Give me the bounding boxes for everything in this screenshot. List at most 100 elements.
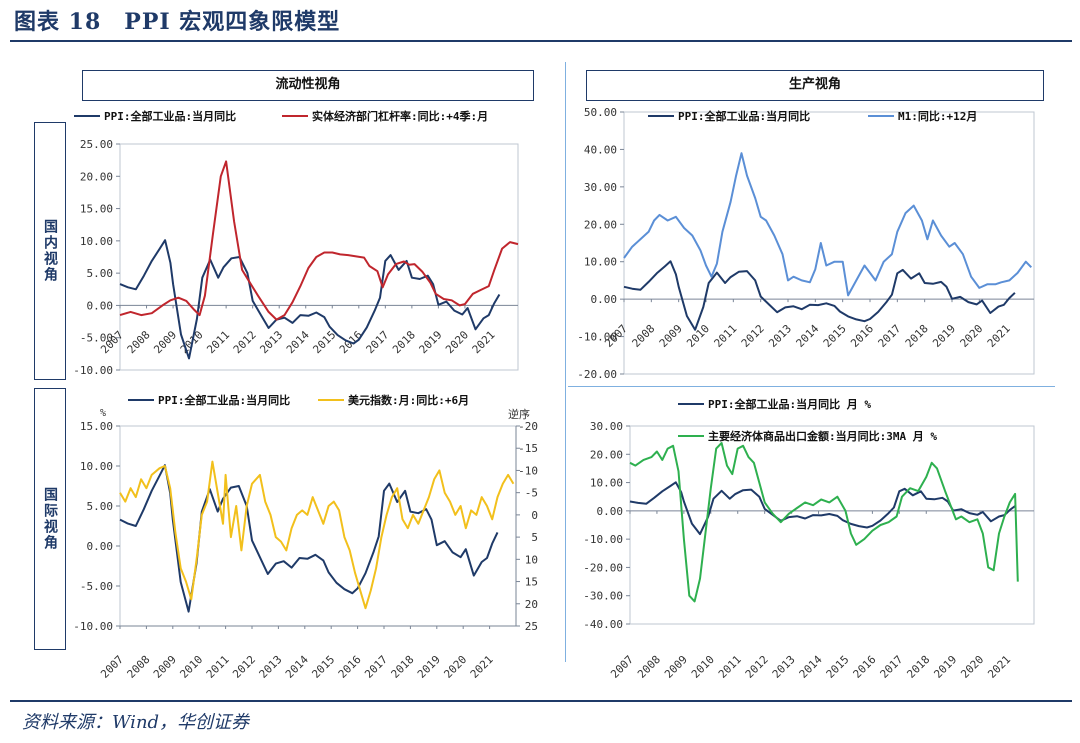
y-tick-right-label: -5	[525, 487, 538, 500]
x-tick-label: 2011	[712, 322, 740, 350]
x-tick-label: 2014	[797, 653, 825, 681]
y-tick-label: 15.00	[80, 420, 113, 433]
x-tick-label: 2011	[204, 328, 232, 356]
x-tick-label: 2012	[231, 328, 259, 356]
series-line-green	[629, 442, 1019, 603]
x-tick-label: 2013	[257, 653, 285, 681]
x-tick-label: 2021	[470, 328, 498, 356]
source-note: 资料来源：Wind，华创证券	[22, 712, 250, 733]
x-tick-label: 2017	[876, 322, 904, 350]
legend-leverage: 实体经济部门杠杆率:同比:+4季:月	[312, 109, 488, 123]
y-tick-label: -5.00	[80, 332, 113, 345]
x-tick-label: 2021	[985, 322, 1013, 350]
row-header-domestic: 国内视角	[34, 122, 66, 380]
chart-international-production: 30.00 20.00 10.00 0.00 -10.00 -20.00 -30.00 -40…	[583, 397, 1035, 681]
x-tick-label: 2007	[608, 653, 636, 681]
left-unit-label: %	[100, 408, 106, 419]
y-tick-label: 5.00	[87, 500, 114, 513]
x-tick-label: 2013	[257, 328, 285, 356]
y-tick-label: 30.00	[584, 181, 617, 194]
top-rule	[10, 40, 1072, 42]
y-tick-label: 0.00	[87, 540, 114, 553]
y-tick-label: -10.00	[583, 533, 623, 546]
y-tick-label: -40.00	[583, 618, 623, 631]
y-tick-label: 0.00	[87, 299, 114, 312]
chart-international-liquidity: 15.00 10.00 5.00 0.00 -5.00 -10.00 -20 -15 -10 -5…	[73, 393, 538, 681]
x-tick-label: 2017	[364, 328, 392, 356]
x-tick-label: 2015	[821, 322, 849, 350]
series-line-ppi	[629, 481, 1016, 536]
plot-area	[119, 143, 519, 371]
x-tick-label: 2016	[336, 653, 364, 681]
x-tick-label: 2014	[284, 328, 312, 356]
x-tick-label: 2012	[743, 653, 771, 681]
x-tick-label: 2007	[602, 322, 630, 350]
quadrant-divider-vertical	[565, 62, 566, 662]
x-tick-label: 2021	[468, 653, 496, 681]
x-tick-label: 2017	[878, 653, 906, 681]
y-tick-label: -10.00	[577, 331, 617, 344]
x-tick-label: 2011	[204, 653, 232, 681]
bottom-rule	[10, 700, 1072, 702]
x-tick-label: 2019	[930, 322, 958, 350]
y-tick-label: -30.00	[583, 590, 623, 603]
y-tick-label: 15.00	[80, 203, 113, 216]
y-tick-label: 20.00	[80, 170, 113, 183]
x-tick-label: 2015	[309, 653, 337, 681]
x-tick-label: 2018	[389, 653, 417, 681]
series-line-ppi	[119, 464, 499, 613]
y-tick-right-label: -10	[518, 464, 538, 477]
legend-ppi: PPI:全部工业品:当月同比 月 %	[708, 397, 871, 411]
figure-title: 图表 18 PPI 宏观四象限模型	[14, 9, 341, 35]
y-tick-right-label: 20	[525, 598, 538, 611]
y-tick-label: 20.00	[584, 218, 617, 231]
x-tick-label: 2009	[657, 322, 685, 350]
y-tick-right-label: 10	[525, 553, 538, 566]
x-tick-label: 2009	[151, 653, 179, 681]
x-tick-label: 2019	[417, 328, 445, 356]
y-tick-label: 10.00	[590, 477, 623, 490]
row-header-international: 国际视角	[34, 388, 66, 650]
y-tick-label: 30.00	[590, 420, 623, 433]
x-tick-label: 2018	[903, 322, 931, 350]
series-line-gold	[119, 460, 515, 610]
row-header-international-label: 国际视角	[42, 487, 58, 551]
y-tick-right-label: -20	[518, 420, 538, 433]
x-tick-label: 2008	[635, 653, 663, 681]
y-tick-label: -10.00	[73, 364, 113, 377]
x-tick-label: 2018	[390, 328, 418, 356]
x-tick-label: 2012	[739, 322, 767, 350]
column-header-liquidity: 流动性视角	[82, 70, 534, 101]
x-tick-label: 2010	[689, 653, 717, 681]
x-tick-label: 2010	[684, 322, 712, 350]
x-tick-label: 2017	[362, 653, 390, 681]
y-tick-label: 10.00	[80, 460, 113, 473]
y-tick-right-label: -15	[518, 442, 538, 455]
y-tick-label: 20.00	[590, 448, 623, 461]
x-tick-label: 2013	[770, 653, 798, 681]
plot-area	[623, 111, 1035, 375]
y-tick-right-label: 15	[525, 576, 538, 589]
x-tick-label: 2020	[443, 328, 471, 356]
y-tick-label: -5.00	[80, 580, 113, 593]
x-tick-label: 2009	[662, 653, 690, 681]
x-tick-label: 2014	[283, 653, 311, 681]
y-tick-label: 0.00	[597, 505, 624, 518]
plot-area	[629, 425, 1035, 625]
series-line-red	[119, 160, 519, 321]
x-tick-label: 2020	[958, 322, 986, 350]
y-tick-label: -20.00	[583, 561, 623, 574]
column-header-production: 生产视角	[586, 70, 1044, 101]
x-tick-label: 2009	[151, 328, 179, 356]
x-tick-label: 2008	[125, 328, 153, 356]
series-line-ppi	[119, 239, 501, 360]
x-tick-label: 2007	[98, 653, 126, 681]
legend-m1: M1:同比:+12月	[898, 109, 977, 123]
plot-area	[119, 425, 517, 627]
y-tick-label: -20.00	[577, 368, 617, 381]
x-tick-label: 2016	[848, 322, 876, 350]
legend-ppi: PPI:全部工业品:当月同比	[678, 109, 810, 123]
y-tick-label: 10.00	[80, 235, 113, 248]
x-tick-label: 2010	[177, 653, 205, 681]
y-tick-right-label: 5	[531, 531, 538, 544]
